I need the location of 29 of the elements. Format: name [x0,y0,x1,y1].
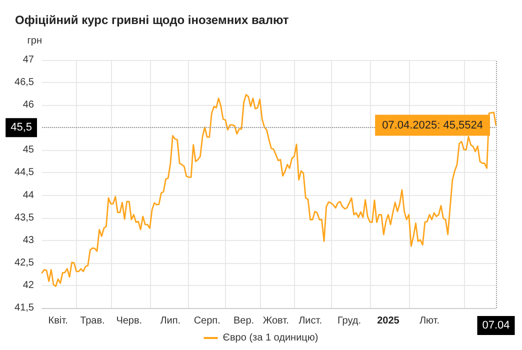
x-tick-label: Серп. [194,316,220,326]
y-tick-label: 43 [22,234,34,246]
x-tick-label: Лист. [298,316,322,326]
y-tick-label: 43,5 [14,212,34,224]
chart-title: Офіційний курс гривні щодо іноземних валют [15,13,289,27]
y-tick-label: 45 [22,144,34,156]
annotation: 07.04.2025: 45,5524 [382,119,483,132]
x-tick-label: Груд. [337,316,362,326]
legend-label: Євро (за 1 одиницю) [222,332,318,344]
y-tick-label: 46,5 [14,77,34,88]
x-tick-label: Вер. [233,316,254,326]
x-tick-label: Трав. [80,316,105,326]
y-tick-label: 44,5 [14,167,34,178]
x-tick-label: Лют. [419,316,440,326]
x-tick-label: Жовт. [262,316,289,326]
y-tick-label: 42 [22,280,34,291]
x-tick-label: 07.04 [482,320,510,332]
y-tick-label: 47 [22,54,34,66]
x-tick-label: Лип. [160,316,181,326]
y-tick-label: 46 [22,100,34,111]
y-tick-label: 44 [22,190,34,201]
ref-line-label: 45,5 [10,122,32,134]
x-tick-label: Черв. [116,316,142,326]
x-tick-label: 2025 [377,316,400,326]
y-axis-title: грн [27,36,42,46]
y-tick-label: 41,5 [14,302,34,314]
x-tick-label: Квіт. [48,316,68,326]
line-series [41,94,497,288]
y-tick-label: 42,5 [14,257,34,268]
